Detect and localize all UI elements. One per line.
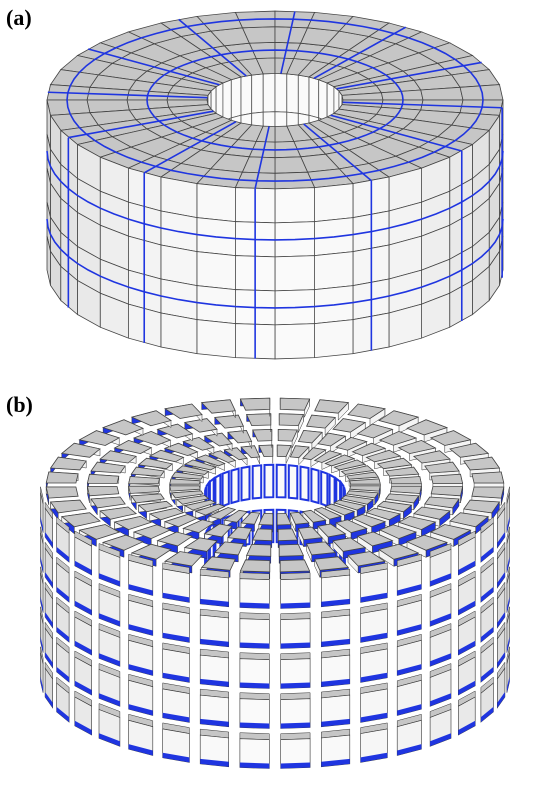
inner-face: [263, 74, 275, 113]
inner-face: [242, 467, 250, 501]
top-face: [240, 398, 269, 410]
inner-face: [231, 77, 241, 118]
side-face: [161, 313, 197, 354]
inner-face: [252, 74, 264, 113]
top-face: [280, 398, 309, 410]
top-face: [472, 487, 504, 498]
inner-face: [265, 465, 274, 498]
top-face: [247, 414, 271, 426]
top-face: [87, 487, 118, 496]
side-face: [197, 252, 235, 290]
side-face: [161, 245, 197, 286]
top-face: [46, 472, 78, 483]
top-face: [129, 477, 160, 484]
inner-face: [275, 74, 287, 113]
top-face: [253, 429, 272, 441]
inner-face: [309, 77, 319, 118]
inner-face: [277, 465, 286, 498]
side-face: [161, 177, 197, 218]
inner-face: [311, 469, 318, 503]
top-face: [240, 560, 269, 572]
top-face: [421, 87, 463, 100]
side-face: [197, 320, 235, 358]
inner-face: [253, 465, 262, 498]
top-face: [279, 544, 303, 556]
side-face: [275, 188, 315, 223]
top-face: [215, 415, 244, 428]
side-face: [315, 252, 353, 290]
block-band: [240, 603, 269, 609]
top-face: [280, 560, 309, 572]
top-face: [91, 462, 125, 473]
side-face: [275, 324, 315, 359]
side-face: [315, 320, 353, 358]
top-face: [91, 497, 125, 508]
panel-label: (b): [6, 392, 33, 417]
top-face: [131, 494, 164, 503]
panel-label: (a): [6, 5, 32, 30]
top-face: [259, 445, 273, 457]
inner-face: [223, 80, 231, 122]
inner-face: [298, 75, 309, 115]
inner-face: [321, 471, 327, 506]
top-face: [46, 487, 78, 498]
top-face: [131, 467, 164, 476]
inner-face: [223, 471, 229, 506]
block-band: [240, 683, 269, 689]
top-face: [247, 544, 271, 556]
top-face: [472, 472, 504, 483]
block-band: [240, 763, 269, 769]
inner-face: [287, 74, 299, 113]
inner-face: [301, 467, 309, 501]
block-band: [281, 683, 310, 689]
figure: (a) (b): [0, 0, 539, 788]
top-face: [431, 487, 462, 496]
block-band: [281, 763, 310, 769]
block-band: [281, 723, 310, 729]
panel-a-drawing: [47, 11, 503, 359]
block-band: [240, 723, 269, 729]
side-face: [275, 256, 315, 291]
block-band: [281, 643, 310, 649]
inner-face: [241, 75, 252, 115]
top-face: [51, 457, 87, 470]
inner-face: [289, 465, 298, 498]
inner-face: [319, 80, 327, 122]
panel-b-drawing: [41, 398, 510, 768]
top-face: [202, 400, 236, 414]
top-face: [165, 404, 202, 419]
top-face: [87, 474, 118, 483]
side-face: [197, 184, 235, 222]
block-band: [281, 603, 310, 609]
side-face: [315, 184, 353, 222]
block-band: [240, 643, 269, 649]
top-face: [431, 474, 462, 483]
inner-face: [231, 469, 238, 503]
